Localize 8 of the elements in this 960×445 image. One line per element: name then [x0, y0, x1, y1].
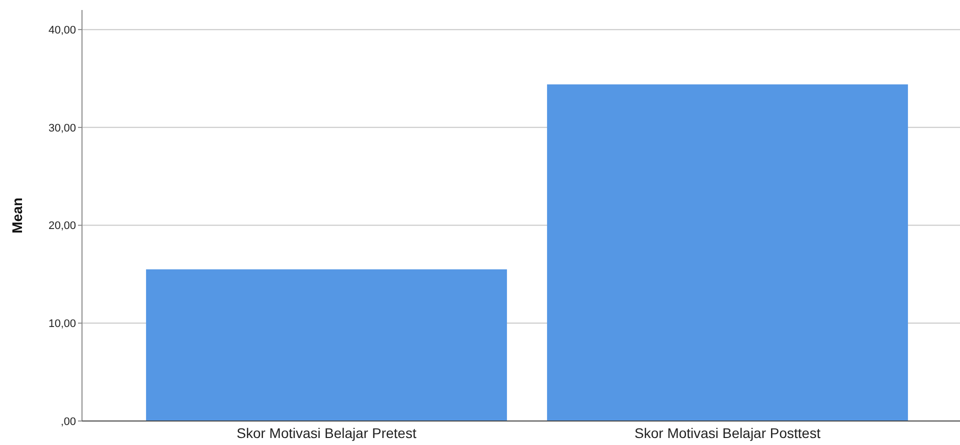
y-tick-label: ,00 [60, 416, 76, 428]
y-tick-label: 20,00 [48, 220, 76, 232]
y-tick-label: 10,00 [48, 318, 76, 330]
x-tick-label: Skor Motivasi Belajar Posttest [634, 425, 821, 441]
y-tick-label: 40,00 [48, 24, 76, 36]
y-tick-label: 30,00 [48, 122, 76, 134]
y-axis-title: Mean [9, 198, 25, 234]
x-tick-label: Skor Motivasi Belajar Pretest [236, 425, 416, 441]
